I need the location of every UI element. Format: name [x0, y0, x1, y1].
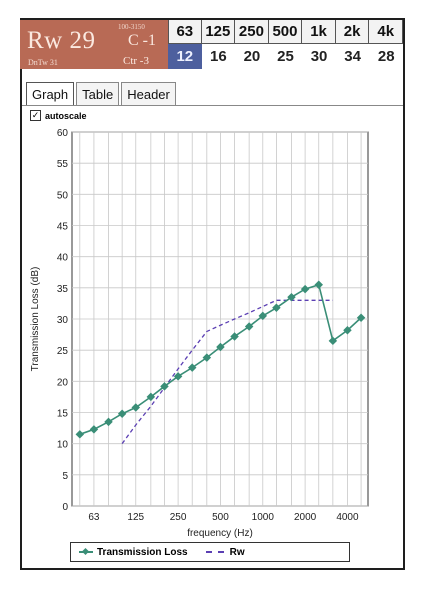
legend-rw: Rw [196, 547, 245, 558]
y-tick-label: 30 [57, 315, 69, 326]
autoscale-checkbox[interactable]: ✓ [30, 110, 41, 121]
y-axis-title: Transmission Loss (dB) [30, 267, 41, 372]
x-tick-label: 125 [127, 512, 144, 523]
tl-data-point [146, 392, 156, 402]
tl-data-point [287, 292, 296, 302]
legend-tl-label: Transmission Loss [97, 546, 188, 558]
x-tick-label: 4000 [336, 512, 359, 523]
band-header-63: 63 [168, 20, 202, 44]
x-tick-label: 2000 [294, 512, 317, 523]
band-header-500: 500 [268, 20, 303, 44]
view-tabs: Graph Table Header [26, 82, 178, 106]
y-tick-label: 55 [57, 159, 69, 170]
legend-transmission-loss: Transmission Loss [79, 547, 188, 558]
tl-data-point [258, 311, 268, 321]
x-tick-label: 63 [88, 512, 100, 523]
tl-data-point [300, 284, 310, 294]
band-value-125[interactable]: 16 [210, 48, 227, 65]
tl-data-point [356, 313, 366, 322]
tl-data-point [314, 280, 323, 289]
tl-data-point [216, 342, 225, 352]
y-tick-label: 25 [57, 346, 69, 357]
band-value-63[interactable]: 12 [168, 44, 202, 69]
dntw-value: DnTw 31 [28, 58, 58, 67]
legend-tl-swatch [79, 551, 93, 553]
tl-data-point [89, 425, 99, 434]
tl-data-point [230, 332, 239, 341]
tab-graph[interactable]: Graph [26, 82, 75, 106]
tab-table[interactable]: Table [76, 82, 120, 106]
tl-data-point [343, 325, 352, 335]
tl-data-point [160, 382, 169, 391]
y-tick-label: 40 [57, 253, 69, 264]
y-tick-label: 15 [57, 409, 69, 420]
band-value-500[interactable]: 25 [277, 48, 294, 65]
tl-data-point [328, 336, 338, 346]
legend-rw-label: Rw [229, 546, 245, 558]
tl-data-point [202, 353, 212, 362]
tl-data-point [272, 303, 281, 313]
tl-data-point [75, 430, 85, 439]
x-tick-label: 250 [170, 512, 187, 523]
y-tick-label: 35 [57, 284, 69, 295]
x-tick-label: 1000 [252, 512, 275, 523]
band-header-2k: 2k [335, 20, 370, 44]
series-rw-line [121, 299, 333, 445]
band-header-250: 250 [235, 20, 269, 44]
rating-summary-box: Rw 29 DnTw 31 100-3150 C -1 Ctr -3 [20, 20, 168, 69]
band-value-4k[interactable]: 28 [377, 48, 395, 65]
band-header-125: 125 [201, 20, 236, 44]
y-tick-label: 5 [62, 471, 68, 482]
band-value-2k[interactable]: 34 [344, 48, 361, 65]
tl-data-point [131, 403, 141, 412]
tab-divider [22, 105, 403, 106]
x-axis-title: frequency (Hz) [187, 528, 253, 539]
tab-header[interactable]: Header [121, 82, 176, 106]
band-value-1k[interactable]: 30 [310, 48, 328, 65]
tl-data-point [117, 409, 127, 418]
octave-band-table: 63 125 250 500 1k 2k 4k 12 16 20 25 30 3… [168, 20, 403, 69]
legend-rw-swatch [205, 551, 224, 553]
y-tick-label: 60 [57, 128, 69, 139]
frequency-range: 100-3150 [118, 23, 145, 31]
tl-data-point [244, 322, 254, 331]
tl-data-point [187, 363, 197, 372]
x-tick-label: 500 [212, 512, 229, 523]
y-tick-label: 45 [57, 222, 69, 233]
band-header-1k: 1k [302, 20, 336, 44]
tl-data-point [173, 372, 183, 381]
autoscale-label: autoscale [45, 110, 87, 121]
rw-value: Rw 29 [27, 27, 96, 54]
autoscale-toggle[interactable]: ✓ autoscale [30, 110, 87, 121]
band-header-4k: 4k [369, 20, 403, 44]
y-tick-label: 20 [57, 377, 69, 388]
tl-data-point [104, 417, 113, 427]
c-correction-value: C -1 [128, 32, 156, 49]
transmission-loss-chart: 0 5 10 15 20 25 30 35 40 45 50 55 60 63 125 250 500 1000 2… [30, 128, 369, 539]
y-tick-label: 50 [57, 190, 69, 201]
chart-legend: Transmission Loss Rw [70, 542, 350, 562]
y-tick-label: 0 [62, 502, 68, 513]
y-tick-label: 10 [57, 440, 69, 451]
band-value-250[interactable]: 20 [243, 48, 261, 65]
ctr-correction-value: Ctr -3 [123, 55, 149, 67]
